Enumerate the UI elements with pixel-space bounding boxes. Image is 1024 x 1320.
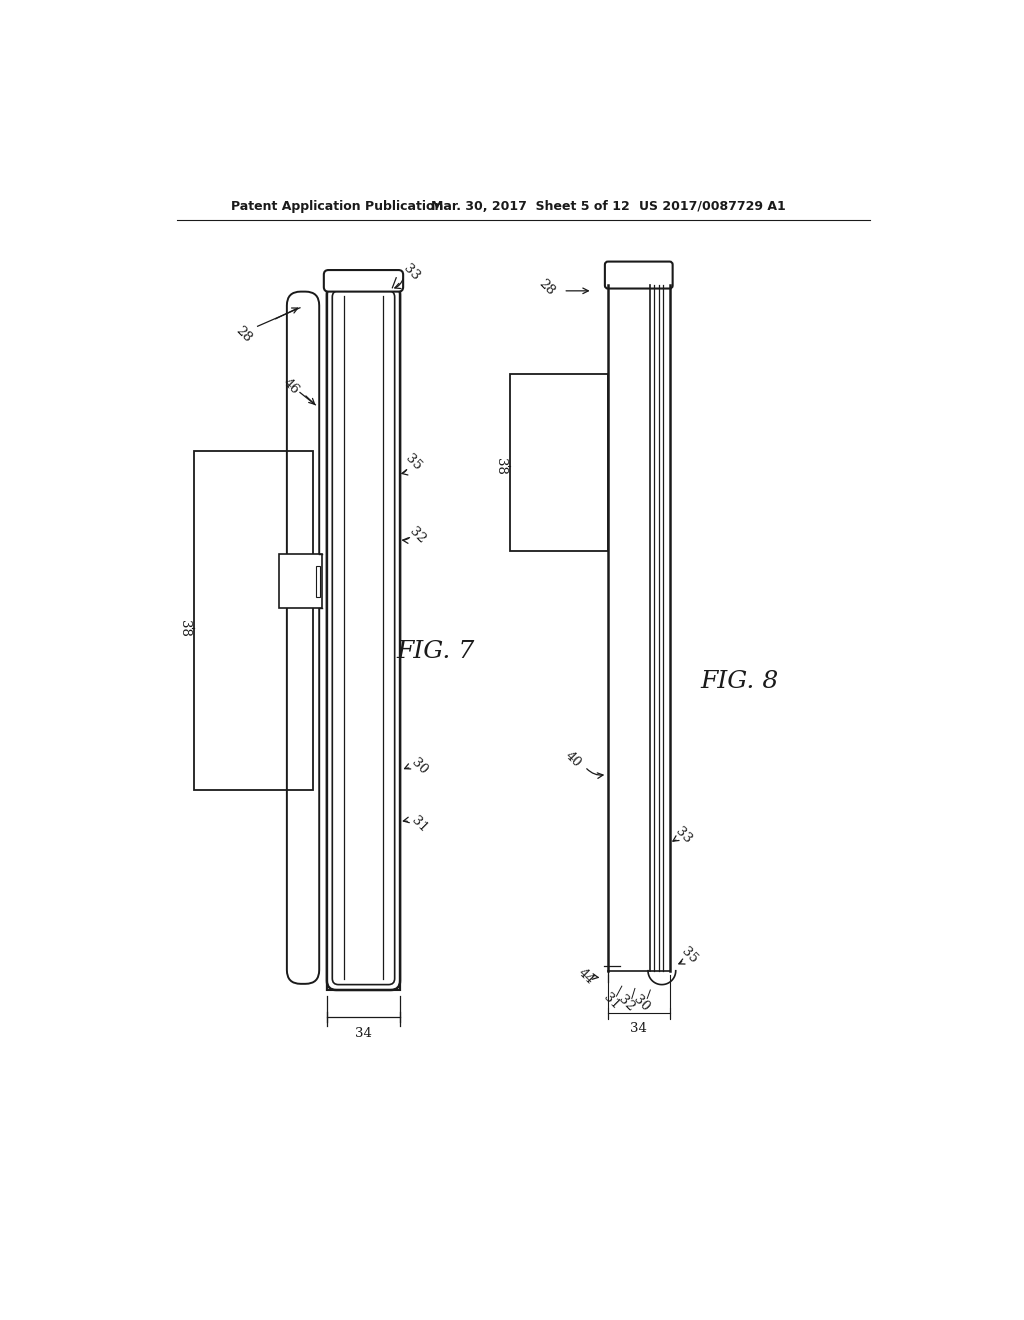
Text: 38: 38 xyxy=(178,619,190,636)
Text: 32: 32 xyxy=(407,525,428,546)
Text: 35: 35 xyxy=(402,451,424,473)
Text: Mar. 30, 2017  Sheet 5 of 12: Mar. 30, 2017 Sheet 5 of 12 xyxy=(431,199,630,213)
Text: 34: 34 xyxy=(355,1027,372,1040)
FancyBboxPatch shape xyxy=(608,268,669,285)
Bar xyxy=(280,554,322,609)
Text: 30: 30 xyxy=(409,756,430,777)
Text: 28: 28 xyxy=(536,277,557,298)
Text: 33: 33 xyxy=(673,825,694,846)
Text: 46: 46 xyxy=(281,376,301,397)
Text: 33: 33 xyxy=(401,261,422,282)
Bar xyxy=(608,268,670,285)
Text: 34: 34 xyxy=(631,1022,647,1035)
Text: 32: 32 xyxy=(615,993,637,1015)
Text: 28: 28 xyxy=(233,323,254,345)
Text: FIG. 8: FIG. 8 xyxy=(700,671,778,693)
Text: 31: 31 xyxy=(409,814,430,836)
FancyBboxPatch shape xyxy=(605,261,673,289)
FancyBboxPatch shape xyxy=(324,271,403,292)
Text: Patent Application Publication: Patent Application Publication xyxy=(230,199,443,213)
Text: 40: 40 xyxy=(563,748,584,770)
Text: US 2017/0087729 A1: US 2017/0087729 A1 xyxy=(639,199,785,213)
Text: FIG. 7: FIG. 7 xyxy=(396,640,474,663)
Text: 30: 30 xyxy=(631,993,652,1015)
Bar xyxy=(194,451,313,789)
Bar xyxy=(510,374,608,552)
Text: 44: 44 xyxy=(575,966,597,986)
Bar xyxy=(316,566,319,597)
Text: 38: 38 xyxy=(494,458,507,475)
Text: 35: 35 xyxy=(679,945,700,966)
Text: 31: 31 xyxy=(600,991,622,1012)
